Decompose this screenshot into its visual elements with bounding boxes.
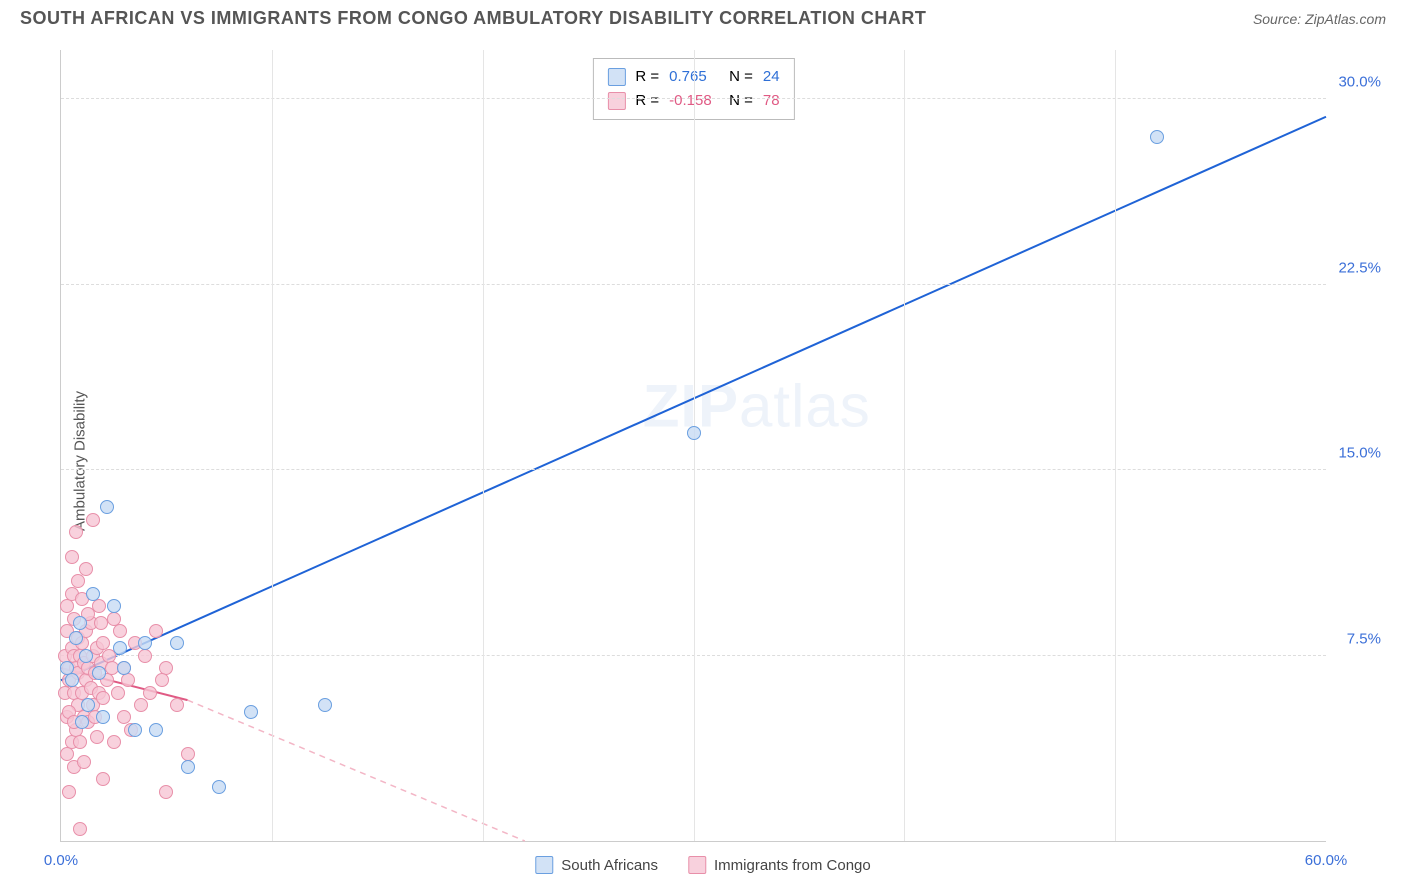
- point-pink: [134, 698, 148, 712]
- y-tick-label: 7.5%: [1347, 630, 1381, 647]
- point-blue: [128, 723, 142, 737]
- y-tick-label: 30.0%: [1338, 74, 1381, 91]
- r-label: R =: [635, 89, 659, 113]
- point-pink: [149, 624, 163, 638]
- swatch-blue: [607, 68, 625, 86]
- legend-label-pink: Immigrants from Congo: [714, 857, 871, 874]
- chart-area: Ambulatory Disability ZIPatlas R = 0.765…: [20, 40, 1386, 882]
- series-legend: South Africans Immigrants from Congo: [535, 856, 870, 874]
- point-blue: [687, 426, 701, 440]
- gridline-v: [272, 50, 273, 841]
- point-pink: [170, 698, 184, 712]
- n-value-pink: 78: [763, 89, 780, 113]
- r-label: R =: [635, 65, 659, 89]
- point-blue: [1150, 130, 1164, 144]
- x-tick-label: 0.0%: [44, 852, 78, 869]
- gridline-v: [483, 50, 484, 841]
- point-blue: [138, 636, 152, 650]
- point-pink: [69, 525, 83, 539]
- point-pink: [155, 673, 169, 687]
- point-blue: [181, 760, 195, 774]
- point-blue: [212, 780, 226, 794]
- source-name: ZipAtlas.com: [1305, 11, 1386, 27]
- point-pink: [94, 616, 108, 630]
- point-blue: [73, 616, 87, 630]
- point-pink: [96, 691, 110, 705]
- point-blue: [65, 673, 79, 687]
- plot-area: ZIPatlas R = 0.765 N = 24 R = -0.158 N =…: [60, 50, 1326, 842]
- point-blue: [113, 641, 127, 655]
- point-blue: [149, 723, 163, 737]
- point-blue: [86, 587, 100, 601]
- point-pink: [73, 735, 87, 749]
- gridline-v: [904, 50, 905, 841]
- source-prefix: Source:: [1253, 11, 1305, 27]
- swatch-pink: [688, 856, 706, 874]
- point-blue: [96, 710, 110, 724]
- point-pink: [111, 686, 125, 700]
- point-blue: [318, 698, 332, 712]
- point-blue: [100, 500, 114, 514]
- point-blue: [81, 698, 95, 712]
- legend-label-blue: South Africans: [561, 857, 658, 874]
- n-value-blue: 24: [763, 65, 780, 89]
- point-pink: [113, 624, 127, 638]
- gridline-v: [694, 50, 695, 841]
- x-tick-label: 60.0%: [1305, 852, 1348, 869]
- swatch-pink: [607, 92, 625, 110]
- point-blue: [244, 705, 258, 719]
- point-pink: [65, 550, 79, 564]
- point-pink: [159, 785, 173, 799]
- point-pink: [86, 513, 100, 527]
- point-blue: [92, 666, 106, 680]
- point-pink: [71, 574, 85, 588]
- point-pink: [138, 649, 152, 663]
- point-blue: [107, 599, 121, 613]
- point-pink: [79, 562, 93, 576]
- point-blue: [79, 649, 93, 663]
- point-blue: [117, 661, 131, 675]
- legend-item-pink: Immigrants from Congo: [688, 856, 871, 874]
- point-pink: [143, 686, 157, 700]
- swatch-blue: [535, 856, 553, 874]
- point-pink: [73, 822, 87, 836]
- y-tick-label: 22.5%: [1338, 259, 1381, 276]
- point-blue: [69, 631, 83, 645]
- point-blue: [170, 636, 184, 650]
- point-blue: [75, 715, 89, 729]
- point-pink: [60, 747, 74, 761]
- n-label: N =: [729, 65, 753, 89]
- n-label: N =: [729, 89, 753, 113]
- chart-title: SOUTH AFRICAN VS IMMIGRANTS FROM CONGO A…: [20, 8, 926, 29]
- point-pink: [121, 673, 135, 687]
- point-pink: [77, 755, 91, 769]
- gridline-v: [1115, 50, 1116, 841]
- point-pink: [107, 735, 121, 749]
- legend-item-blue: South Africans: [535, 856, 658, 874]
- point-pink: [90, 730, 104, 744]
- point-pink: [96, 772, 110, 786]
- y-tick-label: 15.0%: [1338, 445, 1381, 462]
- point-pink: [62, 785, 76, 799]
- source-label: Source: ZipAtlas.com: [1253, 11, 1386, 27]
